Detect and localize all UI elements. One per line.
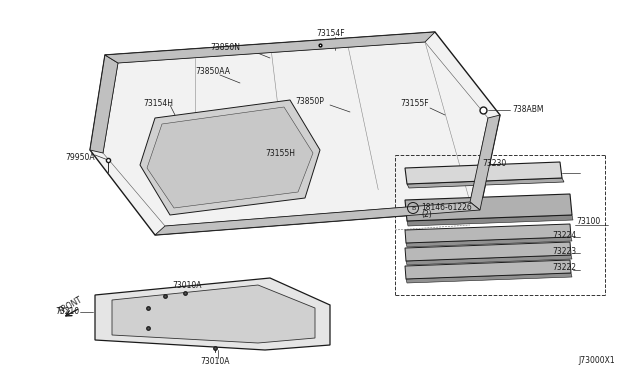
Polygon shape [147, 107, 313, 208]
Text: 73850AA: 73850AA [195, 67, 230, 77]
Polygon shape [405, 260, 571, 279]
Text: 73155H: 73155H [265, 150, 295, 158]
Polygon shape [105, 32, 435, 63]
Polygon shape [90, 32, 500, 235]
Text: 73850P: 73850P [295, 97, 324, 106]
Text: 73154F: 73154F [316, 29, 344, 38]
Text: 73010A: 73010A [200, 357, 230, 366]
Text: 73010A: 73010A [172, 282, 202, 291]
Text: 73210: 73210 [55, 308, 79, 317]
Polygon shape [155, 202, 480, 235]
Text: B: B [411, 205, 415, 211]
Polygon shape [406, 255, 572, 265]
Text: 738ABM: 738ABM [512, 105, 543, 113]
Text: 73154H: 73154H [143, 99, 173, 108]
Text: 79950A: 79950A [65, 154, 95, 163]
Text: J73000X1: J73000X1 [579, 356, 615, 365]
Text: 73100: 73100 [576, 218, 600, 227]
Text: 73850N: 73850N [210, 42, 240, 51]
Text: (2): (2) [421, 211, 432, 219]
Polygon shape [140, 100, 320, 215]
Polygon shape [407, 215, 573, 226]
Polygon shape [405, 224, 571, 243]
Polygon shape [103, 42, 488, 226]
Text: 73224: 73224 [552, 231, 576, 240]
Text: 73155F: 73155F [400, 99, 429, 109]
Polygon shape [406, 273, 572, 283]
Polygon shape [112, 285, 315, 343]
Polygon shape [95, 278, 330, 350]
Text: 73230: 73230 [482, 158, 506, 167]
Text: 73222: 73222 [552, 263, 576, 273]
Text: 18146-61226: 18146-61226 [421, 202, 472, 212]
Polygon shape [405, 242, 571, 261]
Polygon shape [405, 162, 562, 184]
Polygon shape [406, 237, 572, 247]
Polygon shape [470, 115, 500, 210]
Text: FRONT: FRONT [57, 295, 84, 315]
Polygon shape [405, 194, 572, 221]
Polygon shape [407, 178, 564, 188]
Polygon shape [90, 55, 118, 153]
Text: 73223: 73223 [552, 247, 576, 256]
